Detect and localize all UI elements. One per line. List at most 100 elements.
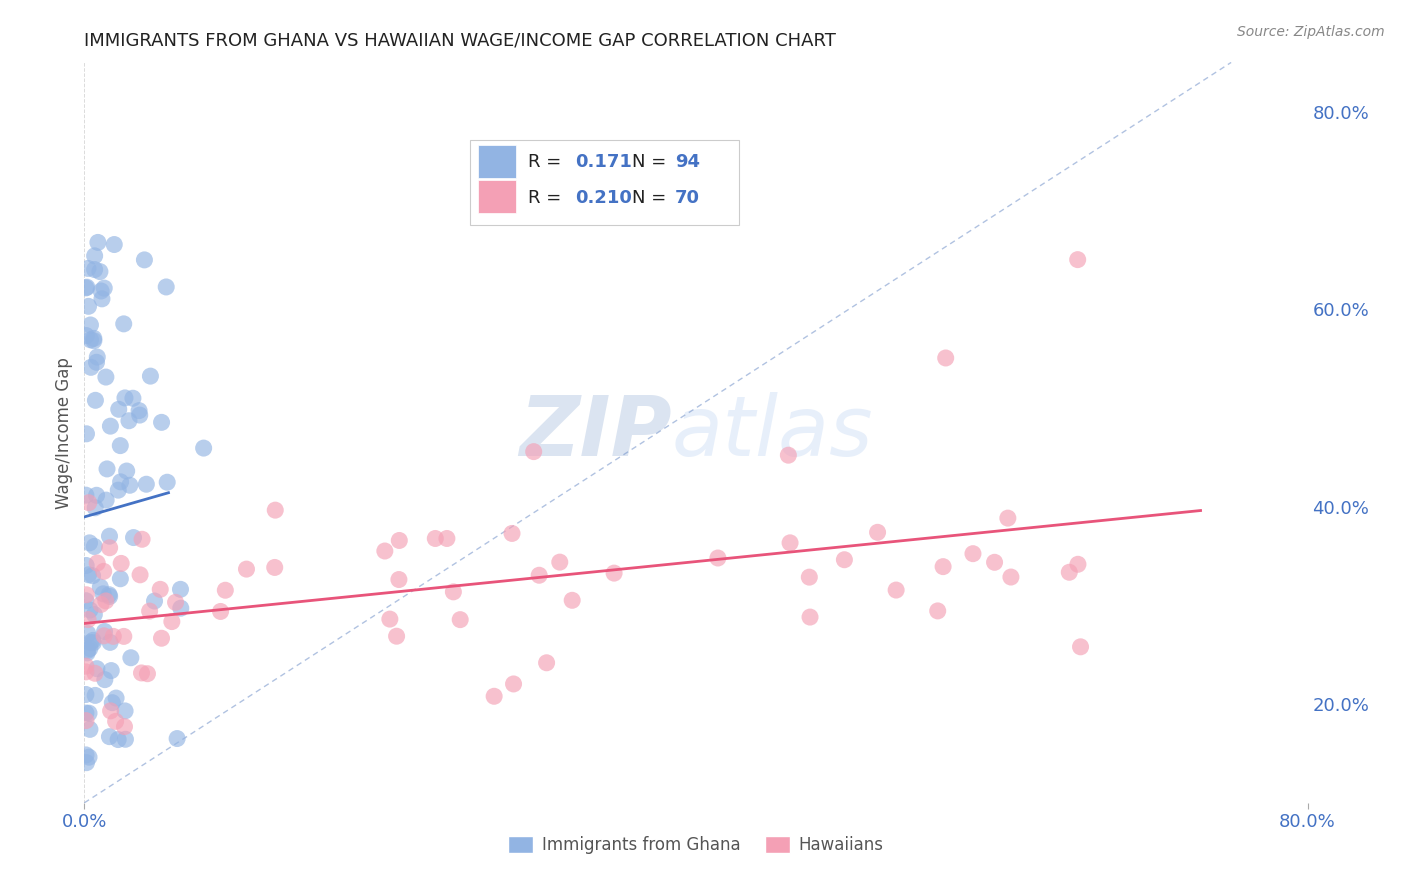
Point <box>75 588 97 602</box>
Point <box>169 582 191 597</box>
Point <box>75 747 97 762</box>
Point <box>79 723 101 737</box>
Point <box>561 593 583 607</box>
Point <box>1070 640 1092 654</box>
Point <box>388 573 411 587</box>
Point <box>120 650 142 665</box>
Point <box>79 603 101 617</box>
Point <box>603 566 626 581</box>
Point <box>103 629 125 643</box>
Point <box>90 284 112 298</box>
Point <box>91 587 114 601</box>
Point <box>83 334 105 348</box>
Point <box>75 714 97 728</box>
Point <box>165 595 187 609</box>
Point <box>75 659 97 673</box>
Point <box>100 664 122 678</box>
Point <box>76 280 98 294</box>
Point <box>536 656 558 670</box>
FancyBboxPatch shape <box>478 180 516 212</box>
Text: 94: 94 <box>675 153 700 171</box>
Point <box>84 689 107 703</box>
Point <box>79 333 101 347</box>
Point <box>101 696 124 710</box>
Point <box>89 580 111 594</box>
Point <box>143 594 166 608</box>
Point <box>104 714 127 729</box>
Point <box>122 391 145 405</box>
Point <box>83 249 105 263</box>
Point <box>77 261 100 276</box>
Point <box>129 567 152 582</box>
Point <box>449 613 471 627</box>
Point <box>1067 558 1090 572</box>
Text: IMMIGRANTS FROM GHANA VS HAWAIIAN WAGE/INCOME GAP CORRELATION CHART: IMMIGRANTS FROM GHANA VS HAWAIIAN WAGE/I… <box>84 32 837 50</box>
Point <box>128 408 150 422</box>
Point <box>107 732 129 747</box>
Point <box>77 299 100 313</box>
Text: Source: ZipAtlas.com: Source: ZipAtlas.com <box>1237 25 1385 39</box>
Point <box>138 604 160 618</box>
Point <box>98 590 121 604</box>
Point <box>799 570 821 584</box>
Point <box>160 615 183 629</box>
Point <box>110 557 132 571</box>
Point <box>90 598 112 612</box>
Point <box>82 633 104 648</box>
Point <box>83 262 105 277</box>
Point <box>77 496 100 510</box>
Point <box>98 635 121 649</box>
Point <box>884 583 907 598</box>
Point <box>441 585 464 599</box>
Point <box>150 415 173 429</box>
Point <box>84 393 107 408</box>
Point <box>86 662 108 676</box>
Point <box>83 540 105 554</box>
Point <box>83 607 105 622</box>
Point <box>87 235 110 250</box>
Point <box>128 403 150 417</box>
Point <box>436 532 458 546</box>
Point <box>100 704 122 718</box>
Point <box>76 646 98 660</box>
Point <box>388 533 411 548</box>
Point <box>89 264 111 278</box>
Legend: Immigrants from Ghana, Hawaiians: Immigrants from Ghana, Hawaiians <box>502 830 890 861</box>
Point <box>79 635 101 649</box>
Point <box>548 555 571 569</box>
Point <box>94 594 117 608</box>
Point <box>983 555 1005 569</box>
Point <box>84 500 107 515</box>
Point <box>94 493 117 508</box>
FancyBboxPatch shape <box>478 145 516 178</box>
Point <box>77 613 100 627</box>
Point <box>86 350 108 364</box>
Point <box>98 588 121 602</box>
Point <box>131 533 153 547</box>
Point <box>209 604 232 618</box>
Point <box>114 704 136 718</box>
Point <box>112 317 135 331</box>
Point <box>100 419 122 434</box>
Point <box>214 583 236 598</box>
Point <box>98 541 121 555</box>
Text: ZIP: ZIP <box>519 392 672 473</box>
Point <box>79 641 101 656</box>
Point <box>118 414 141 428</box>
Point <box>82 568 104 582</box>
Point <box>75 593 97 607</box>
Point <box>866 525 889 540</box>
Point <box>932 559 955 574</box>
Point <box>110 439 132 453</box>
Point <box>122 531 145 545</box>
Point <box>112 629 135 643</box>
Point <box>98 529 121 543</box>
Point <box>170 601 193 615</box>
Point <box>115 464 138 478</box>
Text: N =: N = <box>633 153 672 171</box>
Text: 70: 70 <box>675 189 700 207</box>
Point <box>96 462 118 476</box>
Point <box>136 666 159 681</box>
Point <box>997 511 1019 525</box>
Point <box>76 756 98 770</box>
